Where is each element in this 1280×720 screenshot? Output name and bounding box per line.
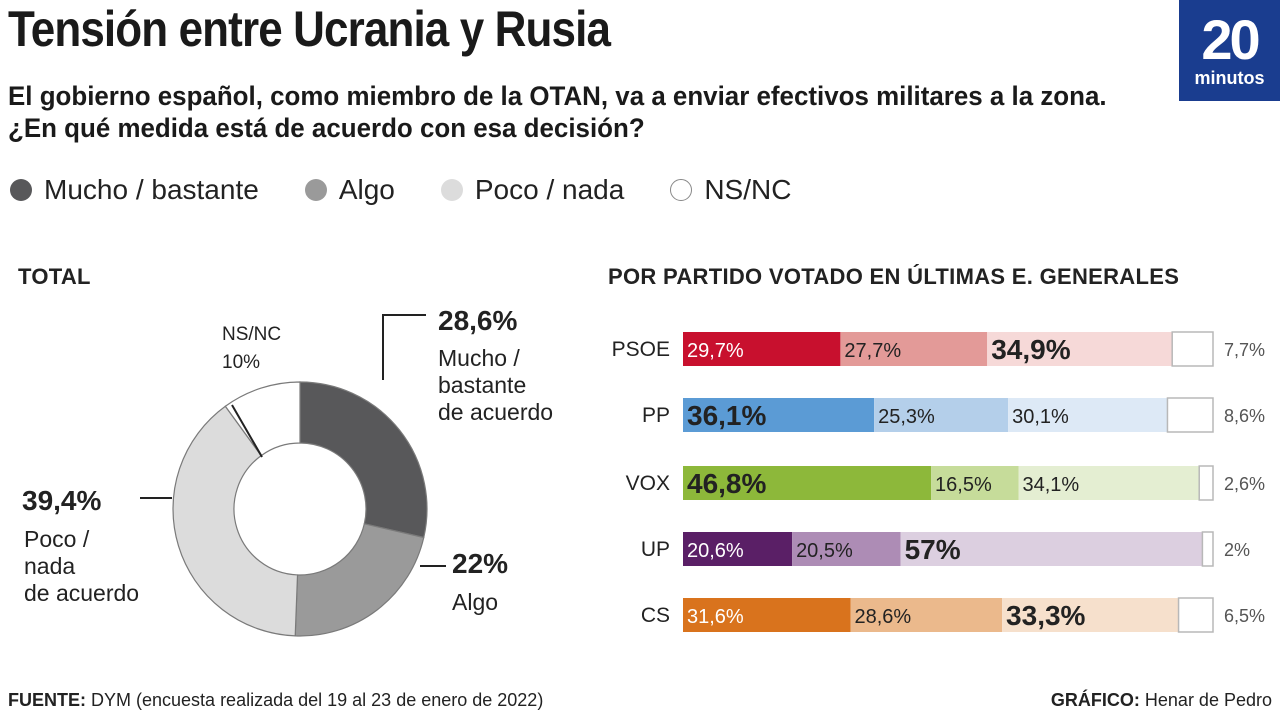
legend-item-algo: Algo [304, 174, 395, 206]
bar-label-pp-0: 36,1% [687, 400, 766, 431]
legend: Mucho / bastante Algo Poco / nada NS/NC [10, 170, 837, 210]
bar-segment-up-0 [683, 532, 793, 566]
bar-segment-cs-2 [1002, 598, 1179, 632]
donut-slice-nsnc [224, 381, 301, 457]
source-label: FUENTE: [8, 690, 86, 710]
logo-word: minutos [1194, 68, 1265, 88]
bar-segment-cs-0 [683, 598, 851, 632]
brand-logo: 20 minutos [1179, 0, 1280, 101]
credit-label: GRÁFICO: [1050, 690, 1140, 710]
bar-segment-psoe-2 [987, 332, 1173, 366]
bar-segment-vox-0 [683, 466, 932, 500]
bar-segment-pp-2 [1008, 398, 1168, 432]
source-text: DYM (encuesta realizada del 19 al 23 de … [91, 690, 544, 710]
bar-segment-cs-3 [1177, 597, 1214, 633]
credit-text: Henar de Pedro [1144, 690, 1272, 710]
leader-mucho [382, 314, 426, 380]
legend-item-mucho: Mucho / bastante [10, 174, 259, 206]
bar-label-vox-0: 46,8% [687, 468, 766, 499]
bar-label-vox-2: 34,1% [1022, 474, 1079, 496]
slice-desc-poco: nada [24, 553, 75, 579]
legend-swatch [440, 179, 463, 201]
slice-value-algo: 22% [452, 548, 508, 579]
legend-label: Mucho / bastante [44, 174, 259, 205]
bar-label-cs-0: 31,6% [687, 606, 744, 628]
party-label-pp: PP [642, 404, 670, 427]
bar-segment-pp-1 [874, 398, 1009, 432]
legend-item-nsnc: NS/NC [670, 174, 791, 206]
bar-label-psoe-2: 34,9% [991, 334, 1070, 365]
bar-segment-vox-3 [1198, 465, 1214, 501]
party-label-vox: VOX [626, 472, 670, 495]
party-label-psoe: PSOE [612, 338, 670, 361]
bar-label-cs-2: 33,3% [1006, 600, 1085, 631]
legend-swatch [670, 179, 693, 201]
logo-number: 20 [1201, 8, 1260, 71]
bar-segment-up-3 [1201, 531, 1214, 567]
bar-nsnc-value-psoe: 7,7% [1224, 340, 1265, 360]
bar-segment-vox-2 [1018, 466, 1200, 500]
bar-segment-vox-1 [931, 466, 1019, 500]
bar-segment-psoe-0 [683, 332, 841, 366]
slice-desc-algo: Algo [452, 589, 498, 615]
bar-label-cs-1: 28,6% [854, 606, 911, 628]
bar-label-vox-1: 16,5% [935, 474, 992, 496]
bar-label-up-2: 57% [905, 534, 961, 565]
chart-subtitle: El gobierno español, como miembro de la … [8, 81, 1107, 143]
slice-desc-mucho: bastante [438, 372, 526, 398]
slice-desc-poco: de acuerdo [24, 580, 139, 606]
legend-label: Poco / nada [474, 174, 625, 205]
slice-value-poco: 39,4% [22, 485, 101, 516]
party-label-cs: CS [641, 604, 670, 627]
bar-segment-pp-0 [683, 398, 875, 432]
slice-value-mucho: 28,6% [438, 305, 517, 336]
bar-label-up-1: 20,5% [796, 540, 853, 562]
bar-nsnc-value-cs: 6,5% [1224, 606, 1265, 626]
footer-source: FUENTE: DYM (encuesta realizada del 19 a… [8, 690, 543, 711]
slice-value-nsnc: 10% [222, 352, 260, 373]
donut-slice-mucho [299, 381, 428, 539]
donut-slice-algo [294, 523, 425, 637]
chart-title: Tensión entre Ucrania y Rusia [8, 1, 611, 57]
bar-nsnc-value-up: 2% [1224, 540, 1250, 560]
slice-desc-mucho: de acuerdo [438, 399, 553, 425]
bar-label-psoe-0: 29,7% [687, 340, 744, 362]
donut-slice-poco [172, 405, 299, 637]
bar-label-psoe-1: 27,7% [844, 340, 901, 362]
total-section-title: TOTAL [18, 264, 91, 289]
bar-segment-up-2 [900, 532, 1203, 566]
legend-label: Algo [338, 174, 395, 205]
footer-credit: GRÁFICO: Henar de Pedro [1051, 690, 1272, 711]
bar-segment-up-1 [792, 532, 901, 566]
bar-segment-cs-1 [850, 598, 1003, 632]
leader-nsnc [231, 404, 263, 458]
slice-desc-mucho: Mucho / [438, 345, 520, 371]
slice-desc-nsnc: NS/NC [222, 324, 281, 345]
bar-label-pp-1: 25,3% [878, 406, 935, 428]
bar-label-up-0: 20,6% [687, 540, 744, 562]
bar-segment-psoe-3 [1171, 331, 1214, 367]
party-label-up: UP [641, 538, 670, 561]
legend-swatch [10, 179, 32, 201]
party-section-title: POR PARTIDO VOTADO EN ÚLTIMAS E. GENERAL… [608, 264, 1180, 289]
bar-nsnc-value-pp: 8,6% [1224, 406, 1265, 426]
legend-swatch [304, 179, 327, 201]
slice-desc-poco: Poco / [24, 526, 90, 552]
legend-item-poco: Poco / nada [440, 174, 625, 206]
bar-segment-pp-3 [1166, 397, 1214, 433]
bar-nsnc-value-vox: 2,6% [1224, 474, 1265, 494]
legend-label: NS/NC [704, 174, 792, 205]
bar-segment-psoe-1 [840, 332, 988, 366]
bar-label-pp-2: 30,1% [1012, 406, 1069, 428]
